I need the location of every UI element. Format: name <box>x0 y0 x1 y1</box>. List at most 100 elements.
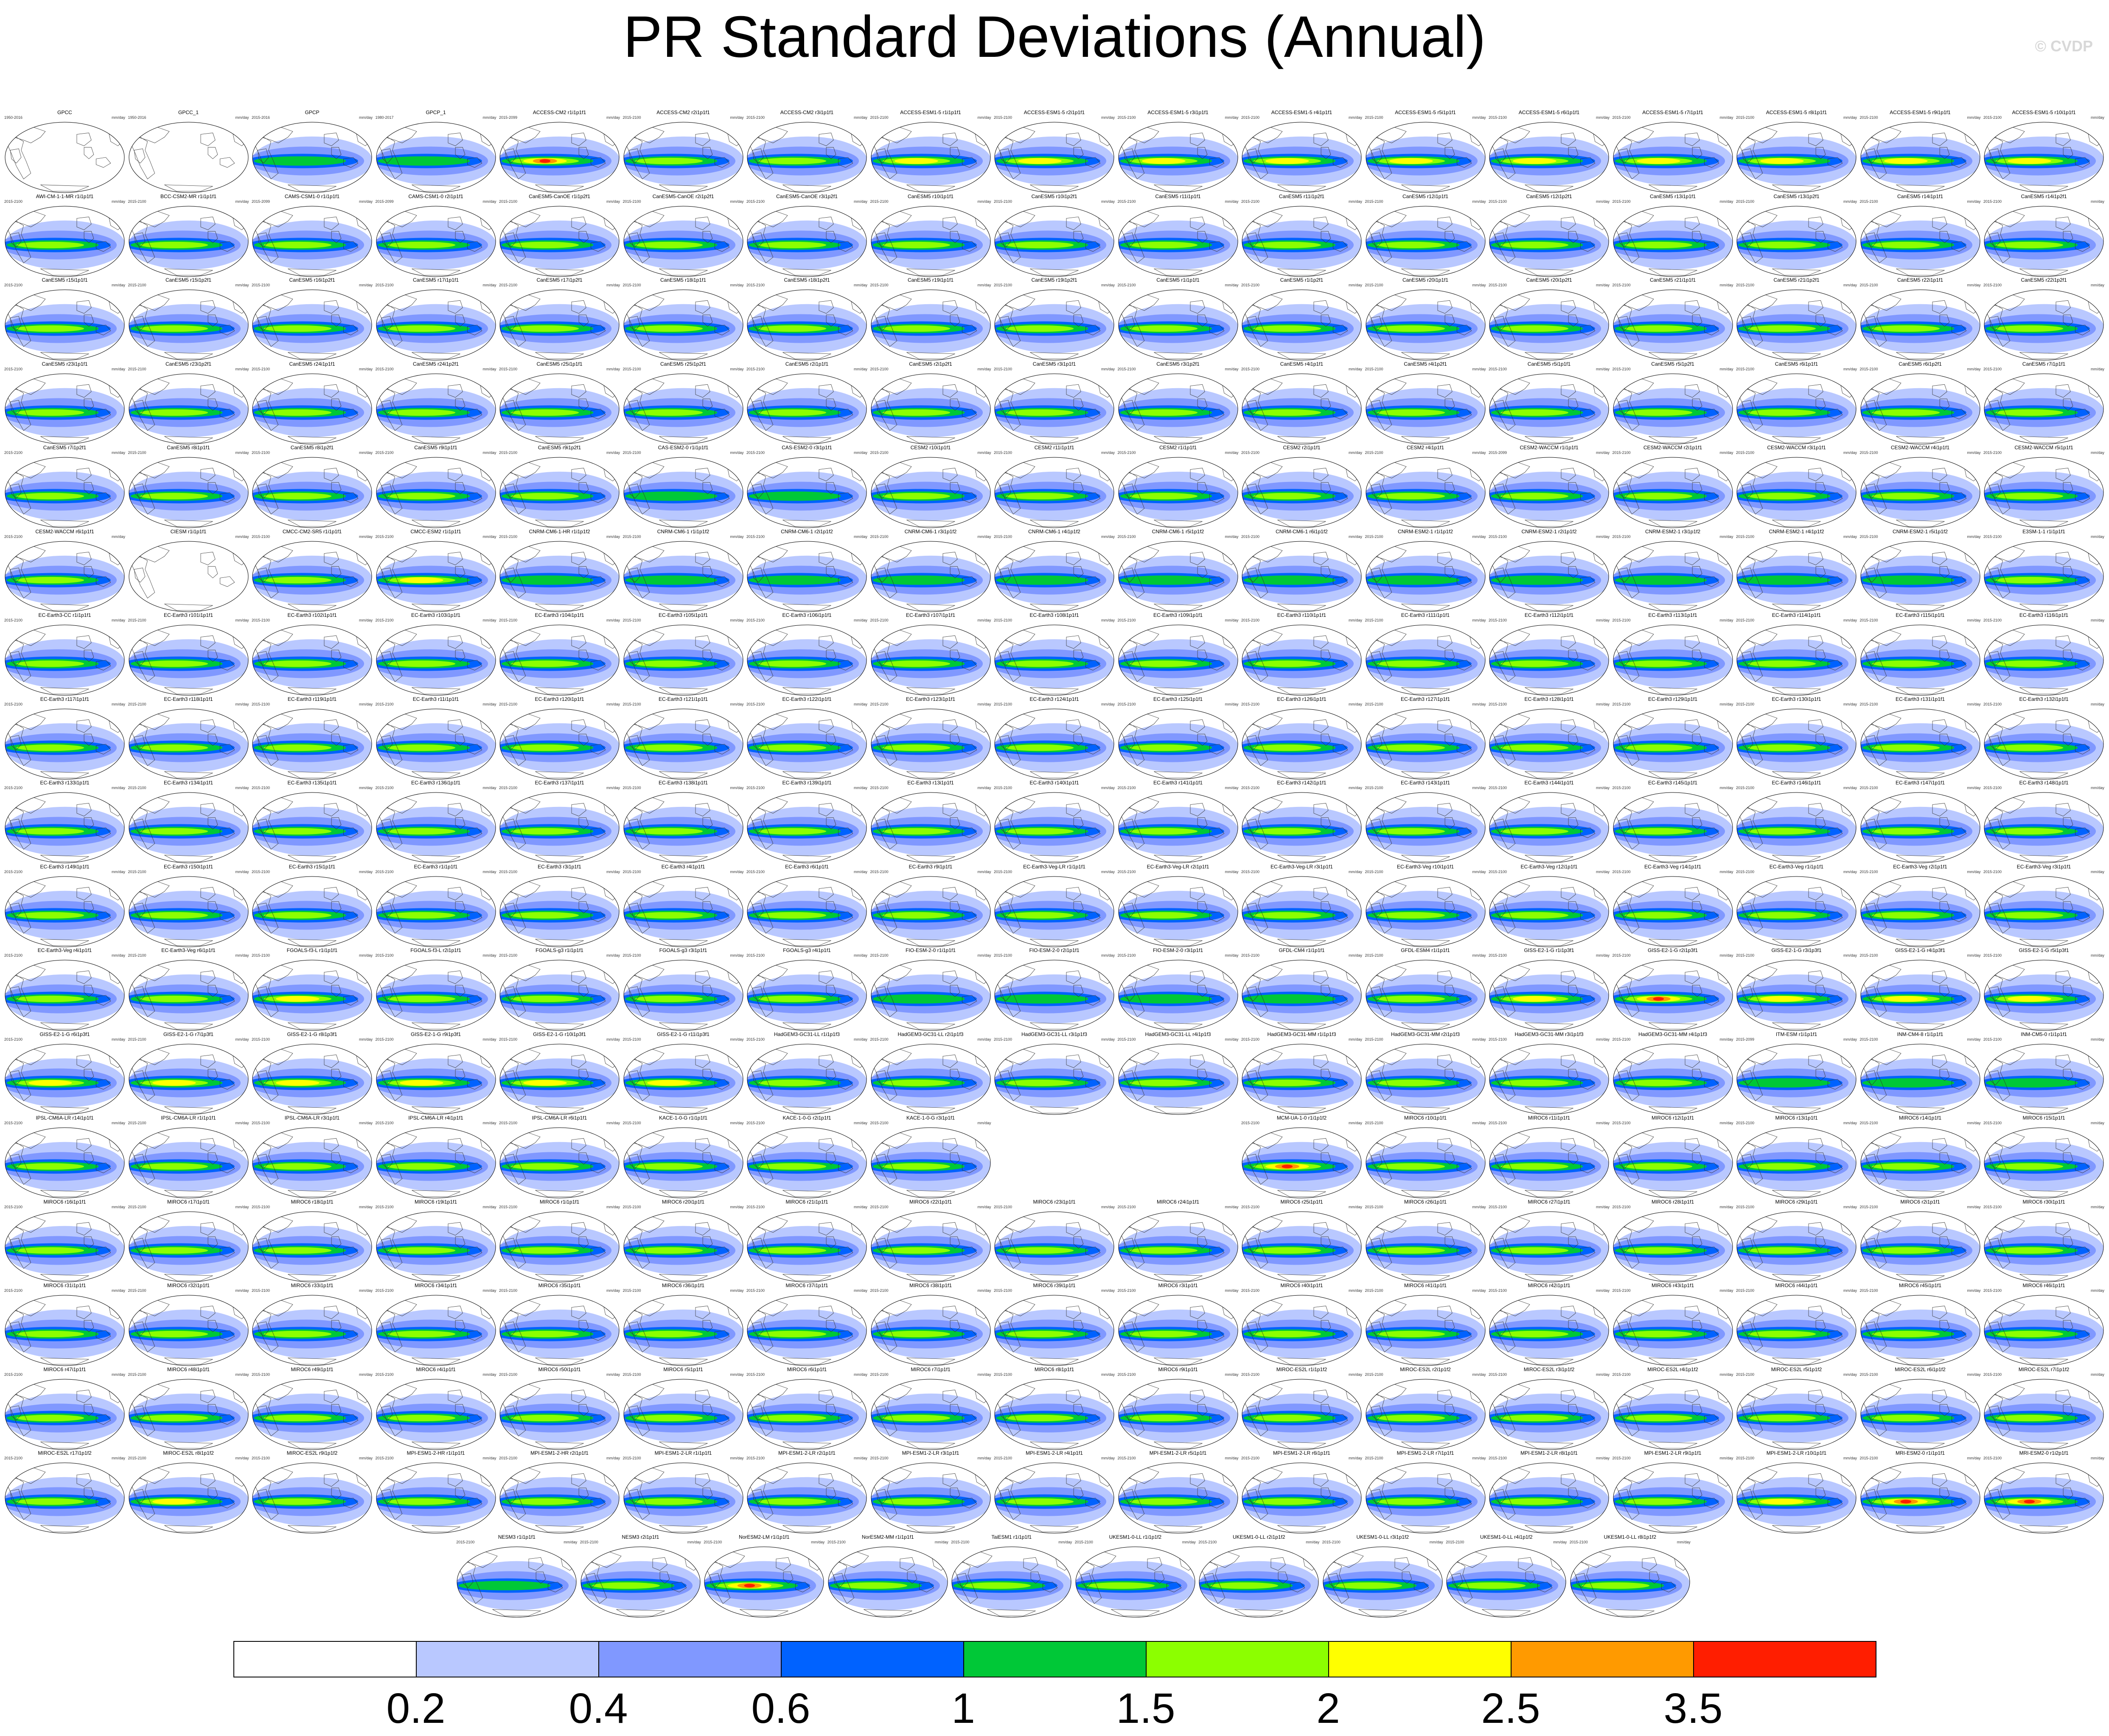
panel-period: 2015-2100 <box>1612 199 1631 204</box>
map-panel: EC-Earth3 r102i1p1f1 2015-2100 mm/day <box>252 612 373 697</box>
map-plot <box>1118 876 1238 947</box>
contour-level-5 <box>1748 912 1816 918</box>
map-background <box>129 122 248 193</box>
panel-units: mm/day <box>111 451 125 455</box>
panel-period: 2015-2100 <box>128 869 146 874</box>
panel-units: mm/day <box>1967 199 1981 204</box>
panel-units: mm/day <box>1101 199 1115 204</box>
map-panel: MIROC6 r30i1p1f1 2015-2100 mm/day <box>1983 1199 2104 1284</box>
panel-period: 2015-2100 <box>1365 1288 1383 1293</box>
map-panel: FIO-ESM-2-0 r3i1p1f1 2015-2100 mm/day <box>1118 947 1239 1032</box>
coastline <box>826 147 836 159</box>
map-plot <box>1489 122 1609 193</box>
panel-units: mm/day <box>1843 953 1857 958</box>
panel-units: mm/day <box>853 1204 867 1209</box>
coastline <box>130 137 155 179</box>
contour-level-5 <box>1995 744 2064 751</box>
panel-title: CanESM5 r19i1p2f1 <box>1031 277 1077 283</box>
panel-units: mm/day <box>482 1037 496 1042</box>
contour-level-5 <box>635 1247 703 1254</box>
coastline <box>1494 148 1506 164</box>
map-panel: EC-Earth3-Veg r2i1p1f1 2015-2100 mm/day <box>1860 864 1981 949</box>
map-panel: CESM2-WACCM r3i1p1f1 2015-2100 mm/day <box>1736 445 1857 529</box>
panel-period: 2015-2100 <box>375 367 394 371</box>
contour-level-4 <box>1862 1078 1954 1088</box>
panel-title: EC-Earth3 r113i1p1f1 <box>1648 612 1697 618</box>
panel-title: MIROC6 r38i1p1f1 <box>909 1282 952 1288</box>
coastline <box>1073 147 1084 159</box>
panel-title: CNRM-CM6-1 r6i1p1f2 <box>1276 528 1328 535</box>
map-panel: KACE-1-0-G r3i1p1f1 2015-2100 mm/day <box>870 1115 991 1200</box>
panel-units: mm/day <box>1596 786 1610 790</box>
panel-units: mm/day <box>1225 1204 1239 1209</box>
panel-title: CNRM-ESM2-1 r2i1p1f2 <box>1521 528 1577 535</box>
panel-period: 2015-2100 <box>1859 786 1878 790</box>
panel-title: CanESM5 r4i1p1f1 <box>1280 361 1324 367</box>
contour-level-6 <box>399 577 443 583</box>
map-panel: MIROC6 r13i1p1f1 2015-2100 mm/day <box>1736 1115 1857 1200</box>
panel-period: 2015-2100 <box>870 869 889 874</box>
panel-period: 2015-2100 <box>746 367 765 371</box>
panel-title: KACE-1-0-G r1i1p1f1 <box>659 1115 708 1121</box>
panel-units: mm/day <box>1843 702 1857 706</box>
panel-title: MIROC6 r35i1p1f1 <box>538 1282 581 1288</box>
contour-level-5 <box>511 828 579 835</box>
map-panel: ACCESS-ESM1-5 r2i1p1f1 2015-2100 mm/day <box>994 109 1115 194</box>
panel-period: 2015-2100 <box>623 115 641 120</box>
coastline <box>1456 157 1472 168</box>
contour-level-5 <box>1500 912 1569 918</box>
panel-period: 2015-2100 <box>1983 1037 2002 1042</box>
panel-title: CMCC-ESM2 r1i1p1f1 <box>410 528 461 535</box>
panel-title: EC-Earth3-Veg r4i1p1f1 <box>37 947 92 953</box>
map-panel: GISS-E2-1-G r11i1p3f1 2015-2100 mm/day <box>623 1031 744 1116</box>
map-plot <box>1984 373 2104 444</box>
map-panel: MIROC6 r14i1p1f1 2015-2100 mm/day <box>1860 1115 1981 1200</box>
map-plot <box>1613 289 1733 361</box>
contour-level-5 <box>1624 241 1692 248</box>
panel-period: 2015-2100 <box>1612 115 1631 120</box>
panel-period: 2015-2100 <box>994 115 1012 120</box>
contour-level-5 <box>1130 1247 1198 1254</box>
panel-period: 2015-2100 <box>1241 115 1260 120</box>
map-panel: CESM2 r2i1p1f1 2015-2100 mm/day <box>1241 445 1362 529</box>
map-plot <box>1984 1127 2104 1198</box>
panel-title: KACE-1-0-G r2i1p1f1 <box>782 1115 831 1121</box>
panel-units: mm/day <box>1472 786 1486 790</box>
contour-level-5 <box>387 995 455 1002</box>
panel-title: EC-Earth3 r138i1p1f1 <box>658 780 708 786</box>
panel-units: mm/day <box>1843 869 1857 874</box>
panel-period: 2015-2100 <box>1117 534 1136 539</box>
coastline <box>1491 137 1516 179</box>
panel-units: mm/day <box>482 367 496 371</box>
panel-period: 2015-2100 <box>4 786 23 790</box>
contour-level-4 <box>1120 575 1212 585</box>
map-plot <box>1984 206 2104 277</box>
map-plot <box>1489 289 1609 361</box>
coastline <box>1123 148 1135 164</box>
map-plot <box>129 960 248 1031</box>
panel-title: IPSL-CM6A-LR r3i1p1f1 <box>284 1115 340 1121</box>
panel-period: 2015-2100 <box>375 702 394 706</box>
panel-units: mm/day <box>235 283 249 287</box>
panel-title: CanESM5 r4i1p2f1 <box>1404 361 1447 367</box>
panel-title: ACCESS-ESM1-5 r5i1p1f1 <box>1395 109 1456 115</box>
panel-period: 2015-2100 <box>1859 1121 1878 1125</box>
map-plot <box>1613 876 1733 947</box>
coastline <box>219 157 235 168</box>
panel-period: 2015-2100 <box>994 367 1012 371</box>
panel-title: MIROC6 r32i1p1f1 <box>167 1282 210 1288</box>
panel-period: 2015-2100 <box>1365 1204 1383 1209</box>
panel-units: mm/day <box>1596 1121 1610 1125</box>
panel-title: CanESM5 r21i1p2f1 <box>1773 277 1820 283</box>
panel-units: mm/day <box>977 1121 991 1125</box>
panel-period: 2015-2100 <box>4 451 23 455</box>
panel-units: mm/day <box>1225 534 1239 539</box>
contour-level-5 <box>758 325 827 332</box>
contour-level-5 <box>1995 325 2064 332</box>
panel-units: mm/day <box>1719 283 1733 287</box>
map-panel: MIROC6 r23i1p1f1 2015-2100 mm/day <box>994 1199 1115 1284</box>
map-panel: GISS-E2-1-G r5i1p3f1 2015-2100 mm/day <box>1983 947 2104 1032</box>
panel-units: mm/day <box>1843 1121 1857 1125</box>
panel-period: 2015-2100 <box>994 1037 1012 1042</box>
panel-period: 2015-2100 <box>623 367 641 371</box>
